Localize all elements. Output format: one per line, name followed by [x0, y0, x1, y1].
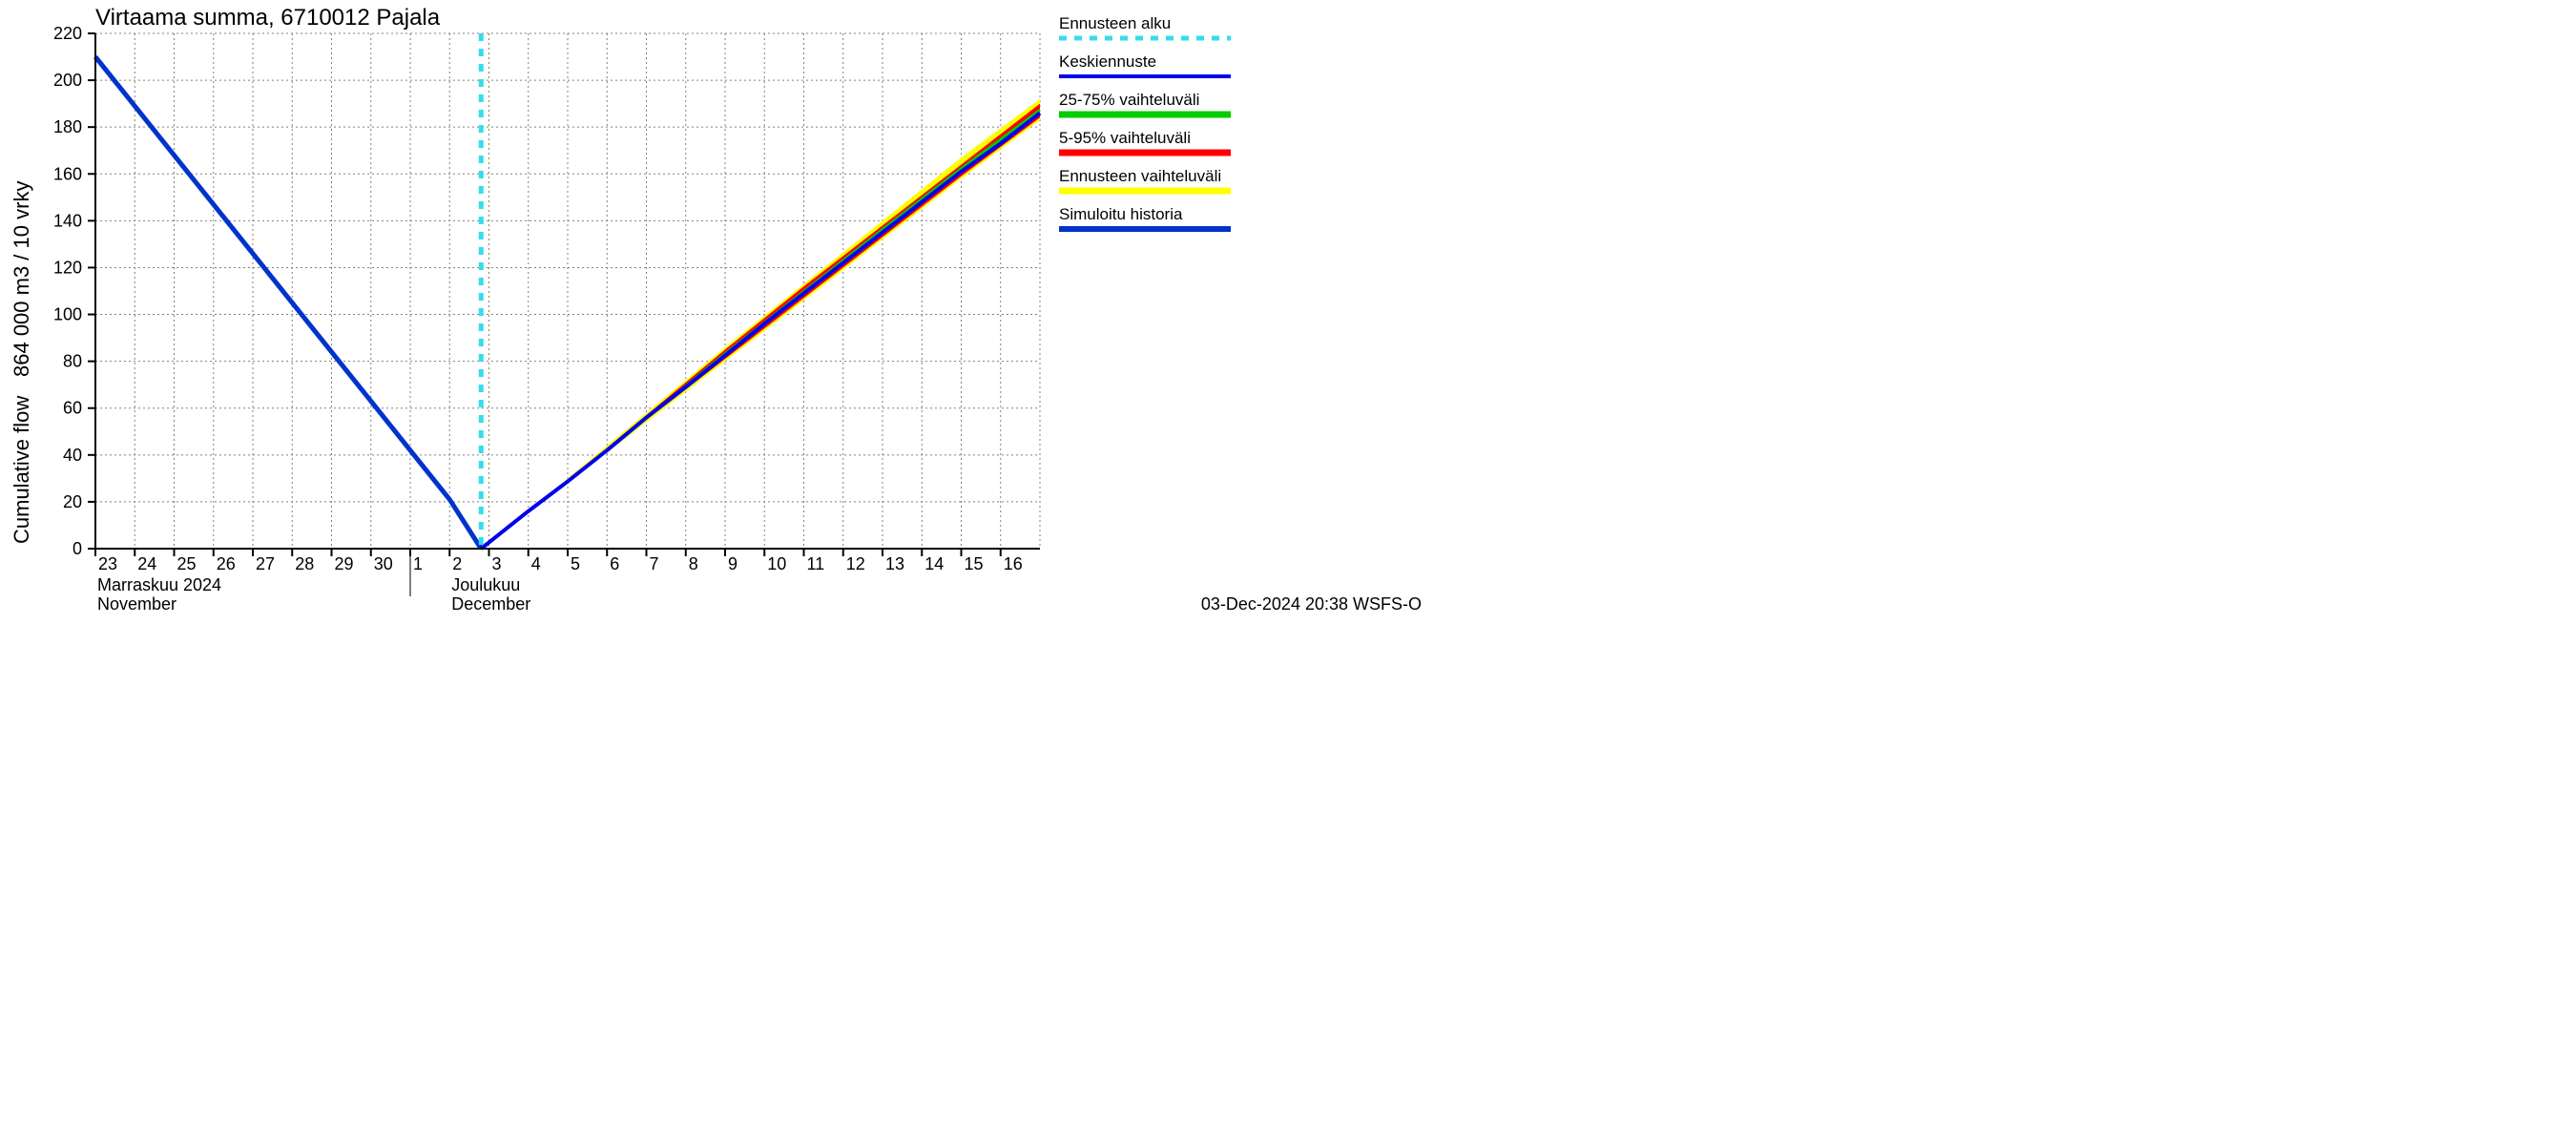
x-tick-label: 2 [452, 554, 462, 573]
y-tick-label: 80 [63, 352, 82, 371]
y-axis-label: Cumulative flow [10, 396, 33, 544]
y-tick-label: 120 [53, 258, 82, 277]
y-tick-label: 160 [53, 164, 82, 183]
legend-label: 25-75% vaihteluväli [1059, 91, 1199, 109]
month-label: December [451, 594, 530, 614]
chart-title: Virtaama summa, 6710012 Pajala [95, 5, 441, 31]
legend-label: Simuloitu historia [1059, 205, 1183, 223]
x-tick-label: 3 [492, 554, 502, 573]
x-tick-label: 10 [767, 554, 786, 573]
y-tick-label: 100 [53, 305, 82, 324]
y-axis-label-2: 864 000 m3 / 10 vrky [10, 181, 33, 377]
x-tick-label: 8 [689, 554, 698, 573]
timestamp-label: 03-Dec-2024 20:38 WSFS-O [1201, 594, 1422, 614]
x-tick-label: 4 [531, 554, 541, 573]
legend-label: Ennusteen vaihteluväli [1059, 167, 1221, 185]
legend-label: 5-95% vaihteluväli [1059, 129, 1191, 147]
month-label: Marraskuu 2024 [97, 575, 221, 594]
chart-svg: 0204060801001201401601802002202324252627… [0, 0, 1431, 637]
y-tick-label: 60 [63, 399, 82, 418]
x-tick-label: 15 [965, 554, 984, 573]
x-tick-label: 26 [217, 554, 236, 573]
y-tick-label: 180 [53, 117, 82, 136]
y-tick-label: 20 [63, 492, 82, 511]
chart-container: 0204060801001201401601802002202324252627… [0, 0, 1431, 637]
x-tick-label: 11 [807, 554, 825, 573]
x-tick-label: 30 [374, 554, 393, 573]
x-tick-label: 5 [571, 554, 580, 573]
y-tick-label: 220 [53, 24, 82, 43]
legend-label: Keskiennuste [1059, 52, 1156, 71]
x-tick-label: 16 [1004, 554, 1023, 573]
x-tick-label: 12 [846, 554, 865, 573]
x-tick-label: 23 [98, 554, 117, 573]
x-tick-label: 9 [728, 554, 737, 573]
x-tick-label: 6 [610, 554, 619, 573]
y-tick-label: 140 [53, 211, 82, 230]
x-tick-label: 1 [413, 554, 423, 573]
x-tick-label: 28 [295, 554, 314, 573]
x-tick-label: 27 [256, 554, 275, 573]
x-tick-label: 29 [335, 554, 354, 573]
chart-bg [0, 0, 1431, 637]
x-tick-label: 25 [177, 554, 197, 573]
x-tick-label: 24 [137, 554, 156, 573]
month-label: Joulukuu [451, 575, 520, 594]
legend-label: Ennusteen alku [1059, 14, 1171, 32]
y-tick-label: 40 [63, 446, 82, 465]
y-tick-label: 0 [73, 539, 82, 558]
x-tick-label: 14 [924, 554, 944, 573]
month-label: November [97, 594, 177, 614]
y-tick-label: 200 [53, 71, 82, 90]
x-tick-label: 13 [885, 554, 904, 573]
x-tick-label: 7 [650, 554, 659, 573]
